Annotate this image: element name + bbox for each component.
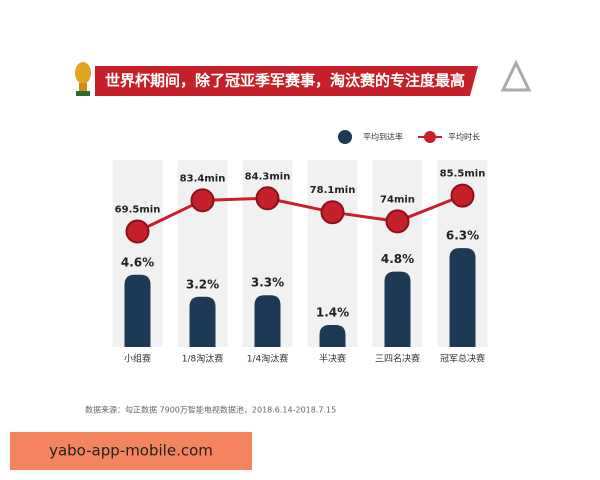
bar [254, 295, 281, 347]
line-value-label: 74min [380, 194, 415, 205]
chart-title: 世界杯期间，除了冠亚季军赛事，淘汰赛的专注度最高 [105, 72, 465, 90]
title-banner [95, 66, 478, 96]
line-marker [125, 219, 150, 244]
line-value-label: 78.1min [310, 185, 356, 196]
bar [384, 271, 411, 347]
legend-label: 平均到达率 [363, 132, 403, 142]
legend-marker [338, 130, 352, 144]
logo [500, 59, 532, 92]
bar-value-label: 6.3% [446, 229, 479, 243]
source-note: 数据来源：勾正数据 7900万智能电视数据池，2018.6.14-2018.7.… [85, 405, 336, 415]
x-tick-label: 冠军总决赛 [440, 353, 485, 365]
x-tick-label: 半决赛 [319, 353, 346, 365]
line-marker [320, 200, 345, 225]
x-tick-label: 1/8淘汰赛 [182, 353, 224, 365]
bar [449, 248, 476, 347]
line-marker [255, 186, 280, 211]
watermark-box [10, 432, 252, 470]
line-value-label: 84.3min [245, 171, 291, 182]
x-tick-label: 小组赛 [124, 353, 151, 365]
column-background [307, 160, 358, 347]
line-value-label: 83.4min [180, 173, 226, 184]
bar [319, 325, 346, 347]
trophy-icon [75, 62, 91, 96]
legend-label: 平均时长 [448, 132, 480, 142]
bar-value-label: 4.8% [381, 252, 414, 266]
x-tick-label: 1/4淘汰赛 [247, 353, 289, 365]
line-value-label: 85.5min [440, 169, 486, 180]
bar-value-label: 1.4% [316, 306, 349, 320]
line-value-label: 69.5min [115, 204, 161, 215]
watermark: yabo-app-mobile.com [49, 442, 213, 460]
legend-marker [424, 131, 436, 143]
bar [124, 274, 151, 347]
line-marker [190, 188, 215, 213]
bar-value-label: 3.3% [251, 276, 284, 290]
x-tick-label: 三四名决赛 [375, 353, 420, 365]
line-marker [385, 209, 410, 234]
bar [189, 296, 216, 347]
bar-value-label: 4.6% [121, 255, 154, 269]
bar-value-label: 3.2% [186, 277, 219, 291]
line-marker [450, 183, 475, 208]
